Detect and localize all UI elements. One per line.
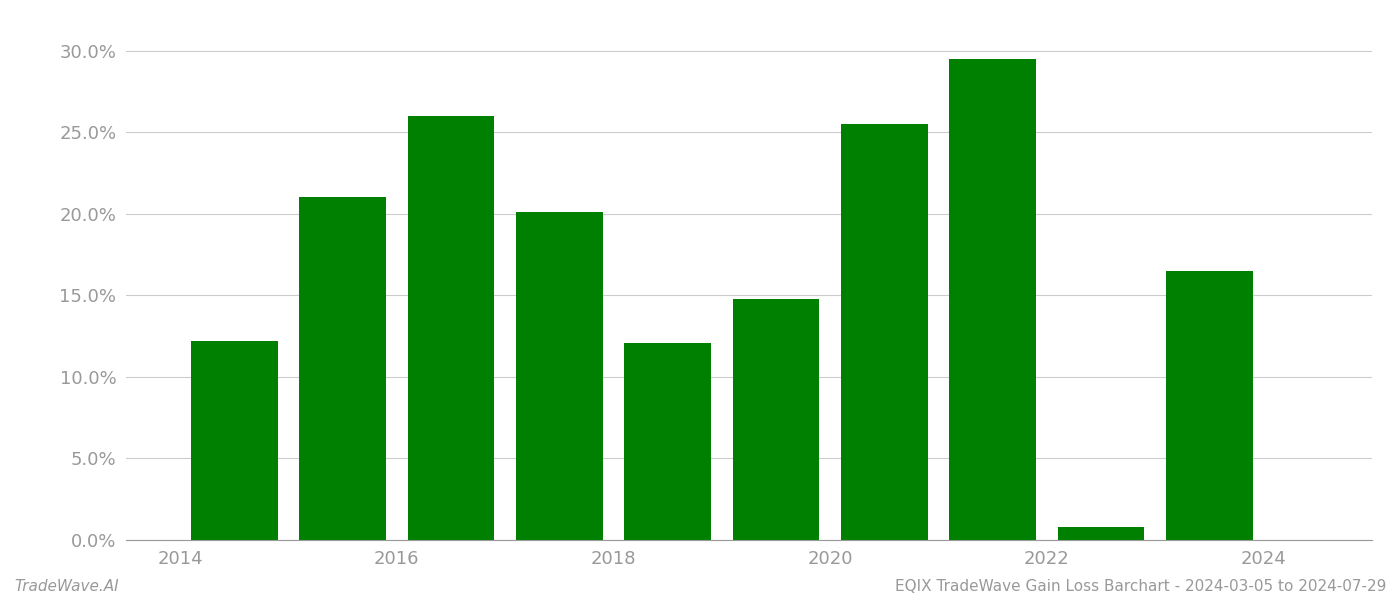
Bar (1166, 271, 1253, 540)
Text: TradeWave.AI: TradeWave.AI (14, 579, 119, 594)
Bar (517, 212, 603, 540)
Bar (949, 59, 1036, 540)
Bar (300, 197, 386, 540)
Bar (732, 299, 819, 540)
Text: EQIX TradeWave Gain Loss Barchart - 2024-03-05 to 2024-07-29: EQIX TradeWave Gain Loss Barchart - 2024… (895, 579, 1386, 594)
Bar (190, 341, 277, 540)
Bar (841, 124, 928, 540)
Bar (407, 116, 494, 540)
Bar (1058, 527, 1144, 540)
Bar (624, 343, 711, 540)
